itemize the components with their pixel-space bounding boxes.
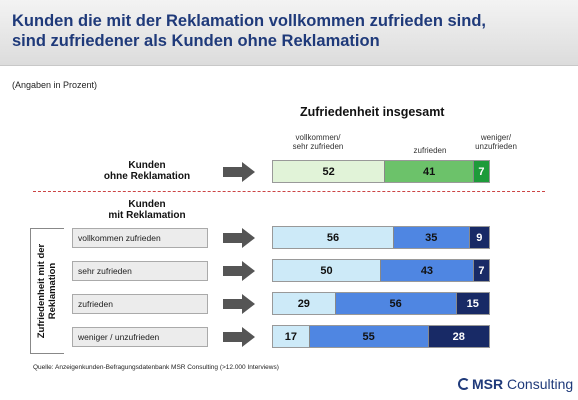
logo-rest: Consulting	[503, 376, 574, 392]
bar-segment-weniger: 7	[473, 161, 489, 182]
page-title: Kunden die mit der Reklamation vollkomme…	[12, 11, 572, 51]
vertical-axis-label: Zufriedenheit mit der Reklamation	[36, 231, 58, 351]
column-header-vollkommen-line-2: sehr zufrieden	[292, 142, 344, 151]
bar-segment-vollkommen: 29	[273, 293, 336, 314]
row-label-vollkommen-zufrieden: vollkommen zufrieden	[72, 228, 208, 248]
bar-segment-weniger: 7	[473, 260, 489, 281]
bar-segment-zufrieden: 56	[335, 293, 457, 314]
bar-segment-weniger: 15	[456, 293, 489, 314]
bar-segment-vollkommen: 50	[273, 260, 381, 281]
bar-row-0: 52 41 7	[272, 160, 490, 183]
bar-row-1: 56 35 9	[272, 226, 490, 249]
bar-segment-weniger: 9	[469, 227, 489, 248]
bar-segment-zufrieden: 35	[393, 227, 470, 248]
title-line-1: Kunden die mit der Reklamation vollkomme…	[12, 12, 486, 30]
arrow-right-icon	[223, 294, 255, 314]
row-label-weniger-unzufrieden: weniger / unzufrieden	[72, 327, 208, 347]
chart-title: Zufriedenheit insgesamt	[300, 105, 445, 119]
row-label-sehr-zufrieden: sehr zufrieden	[72, 261, 208, 281]
subtitle: (Angaben in Prozent)	[12, 80, 98, 90]
arrow-right-icon	[223, 327, 255, 347]
arrow-right-icon	[223, 162, 255, 182]
bar-segment-zufrieden: 41	[385, 161, 474, 182]
column-header-weniger-line-1: weniger/	[480, 133, 512, 142]
logo-ring-icon	[458, 378, 470, 390]
row-label-zufrieden: zufrieden	[72, 294, 208, 314]
bar-segment-vollkommen: 17	[273, 326, 310, 347]
vertical-axis-label-line-2: Reklamation	[47, 262, 58, 320]
title-line-2: sind zufriedener als Kunden ohne Reklama…	[12, 32, 380, 50]
bar-row-4: 17 55 28	[272, 325, 490, 348]
group-bracket	[30, 228, 64, 354]
bar-segment-zufrieden: 43	[381, 260, 474, 281]
column-header-weniger: weniger/ unzufrieden	[468, 133, 524, 151]
logo-brand: MSR	[472, 376, 504, 392]
group-label-ohne-line-2: ohne Reklamation	[103, 171, 191, 182]
vertical-axis-label-line-1: Zufriedenheit mit der	[36, 243, 47, 339]
bar-segment-weniger: 28	[428, 326, 489, 347]
column-header-vollkommen: vollkommen/ sehr zufrieden	[268, 133, 368, 151]
bar-row-2: 50 43 7	[272, 259, 490, 282]
brand-logo: MSR Consulting	[458, 376, 573, 392]
group-label-mit-line-1: Kunden	[128, 199, 166, 210]
arrow-right-icon	[223, 261, 255, 281]
column-header-vollkommen-line-1: vollkommen/	[295, 133, 341, 142]
dashed-divider	[33, 191, 545, 192]
bar-segment-vollkommen: 56	[273, 227, 394, 248]
group-label-ohne-reklamation: Kunden ohne Reklamation	[92, 160, 202, 182]
source-note: Quelle: Anzeigenkunden-Befragungsdatenba…	[33, 364, 279, 371]
bar-segment-vollkommen: 52	[273, 161, 386, 182]
arrow-right-icon	[223, 228, 255, 248]
group-label-mit-reklamation: Kunden mit Reklamation	[92, 199, 202, 221]
column-header-zufrieden: zufrieden	[413, 146, 447, 155]
bar-segment-zufrieden: 55	[309, 326, 429, 347]
column-header-weniger-line-2: unzufrieden	[475, 142, 517, 151]
group-label-ohne-line-1: Kunden	[128, 160, 166, 171]
group-label-mit-line-2: mit Reklamation	[108, 210, 186, 221]
bar-row-3: 29 56 15	[272, 292, 490, 315]
header-banner: Kunden die mit der Reklamation vollkomme…	[0, 0, 578, 66]
